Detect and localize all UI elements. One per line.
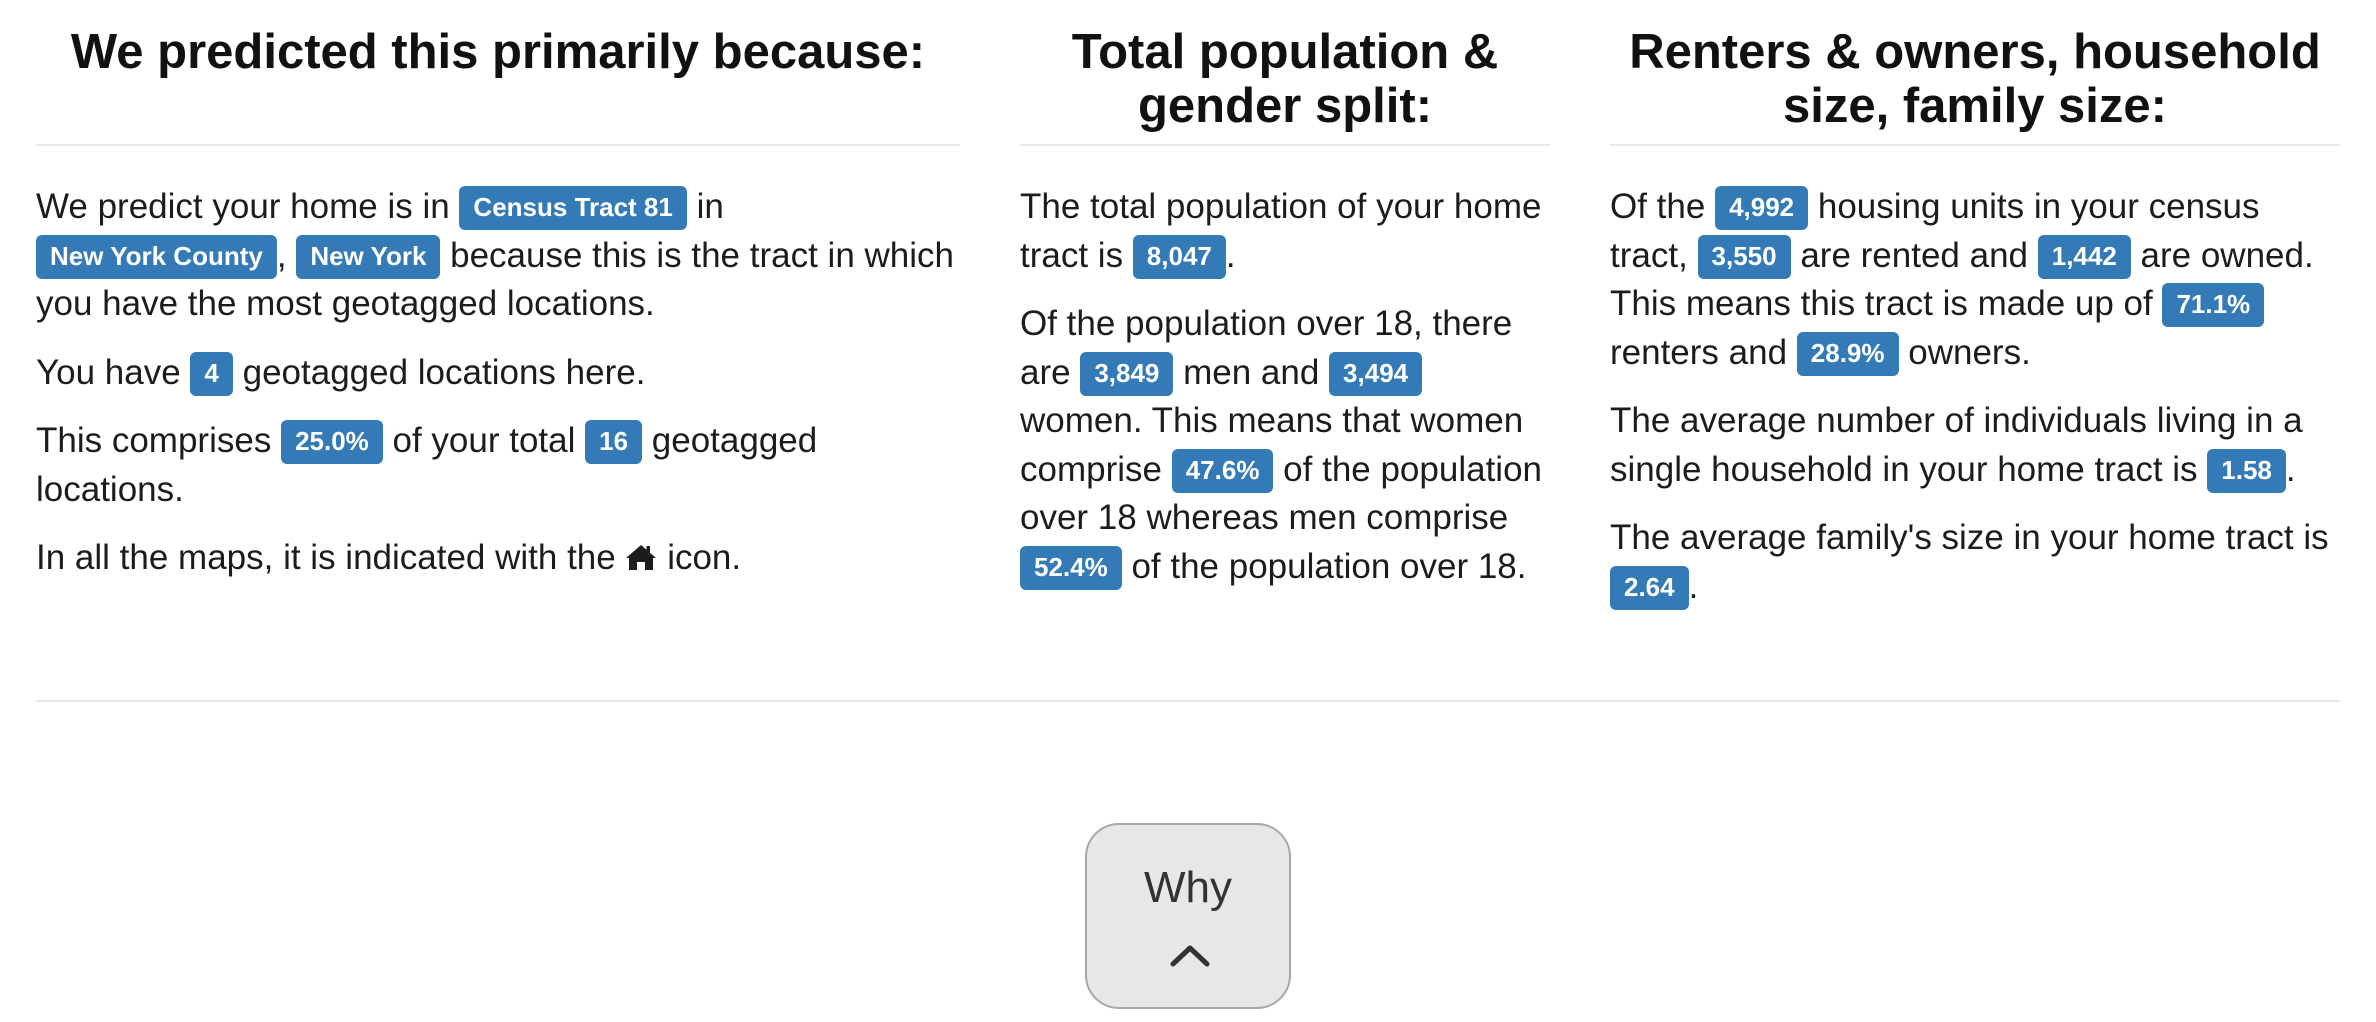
population-column: Total population & gender split: The tot… [1020, 0, 1550, 611]
text-segment: . [2285, 449, 2296, 489]
text-segment: We predict your home is in [36, 187, 460, 226]
text-segment: icon. [657, 538, 742, 577]
county-label: New York County [36, 234, 277, 279]
home-icon [626, 545, 657, 570]
section-divider [36, 700, 2340, 702]
housing-column: Renters & owners, household size, family… [1610, 0, 2340, 631]
text-segment: are rented and [1790, 235, 2038, 275]
chevron-up-icon [1170, 945, 1210, 967]
housing-heading: Renters & owners, household size, family… [1610, 0, 2340, 146]
text-segment: . [1688, 566, 1699, 606]
text-segment: in [686, 187, 724, 226]
rented-count-label: 3,550 [1697, 234, 1791, 279]
household-size-label: 1.58 [2207, 448, 2286, 493]
text-segment: . [1225, 235, 1236, 275]
prediction-paragraph: We predict your home is in Census Tract … [36, 183, 960, 329]
explanation-panel: We predicted this primarily because: We … [36, 0, 2340, 631]
prediction-reason-heading: We predicted this primarily because: [36, 0, 960, 146]
text-segment: Of the [1610, 187, 1716, 226]
men-percent-label: 52.4% [1020, 545, 1122, 590]
men-count-label: 3,849 [1080, 351, 1174, 396]
total-locations-label: 16 [585, 420, 643, 464]
prediction-reason-body: We predict your home is in Census Tract … [36, 146, 960, 583]
text-segment: because this is the tract in which you h… [36, 235, 954, 324]
text-segment: renters and [1610, 332, 1797, 372]
why-button[interactable]: Why [1085, 823, 1291, 1009]
text-segment: of the population over 18 whereas men co… [1020, 449, 1543, 538]
family-size-paragraph: The average family's size in your home t… [1610, 514, 2340, 611]
owned-count-label: 1,442 [2037, 234, 2131, 279]
housing-body: Of the 4,992 housing units in your censu… [1610, 146, 2340, 611]
housing-units-paragraph: Of the 4,992 housing units in your censu… [1610, 183, 2340, 377]
location-count-label: 4 [190, 351, 233, 396]
text-segment: geotagged locations here. [232, 352, 646, 392]
renters-percent-label: 71.1% [2162, 283, 2265, 327]
text-segment: geotagged locations. [36, 421, 818, 509]
text-segment: Of the population over 18, there are [1020, 304, 1513, 392]
text-segment: women. This means that women comprise [1020, 401, 1524, 489]
women-count-label: 3,494 [1329, 351, 1423, 396]
prediction-reason-column: We predicted this primarily because: We … [36, 0, 960, 603]
text-segment: men and [1173, 352, 1330, 392]
explanation-columns: We predicted this primarily because: We … [36, 0, 2340, 631]
map-icon-paragraph: In all the maps, it is indicated with th… [36, 534, 960, 583]
text-segment: of your total [382, 421, 586, 460]
location-count-paragraph: You have 4 geotagged locations here. [36, 349, 960, 398]
owners-percent-label: 28.9% [1796, 331, 1899, 376]
women-percent-label: 47.6% [1171, 448, 1274, 493]
text-segment: You have [36, 352, 191, 392]
household-size-paragraph: The average number of individuals living… [1610, 397, 2340, 494]
gender-split-paragraph: Of the population over 18, there are 3,8… [1020, 300, 1550, 591]
text-segment: are owned. This means this tract is made… [1610, 235, 2314, 324]
state-label: New York [296, 234, 441, 279]
text-segment: of the population over 18. [1121, 546, 1527, 586]
population-heading: Total population & gender split: [1020, 0, 1550, 146]
text-segment: housing units in your census tract, [1610, 187, 2260, 275]
text-segment: This comprises [36, 421, 282, 460]
text-segment: The average number of individuals living… [1610, 401, 2303, 489]
text-segment: , [276, 235, 297, 275]
population-body: The total population of your home tract … [1020, 146, 1550, 591]
location-percent-label: 25.0% [281, 420, 383, 464]
family-size-label: 2.64 [1610, 565, 1689, 610]
text-segment: The average family's size in your home t… [1610, 518, 2329, 557]
total-population-paragraph: The total population of your home tract … [1020, 183, 1550, 280]
total-population-label: 8,047 [1132, 234, 1226, 279]
why-button-label: Why [1144, 863, 1232, 912]
housing-units-label: 4,992 [1715, 186, 1809, 230]
text-segment: In all the maps, it is indicated with th… [36, 538, 626, 577]
text-segment: owners. [1898, 332, 2031, 372]
text-segment: The total population of your home tract … [1020, 187, 1542, 275]
census-tract-label: Census Tract 81 [459, 186, 687, 230]
location-share-paragraph: This comprises 25.0% of your total 16 ge… [36, 417, 960, 514]
